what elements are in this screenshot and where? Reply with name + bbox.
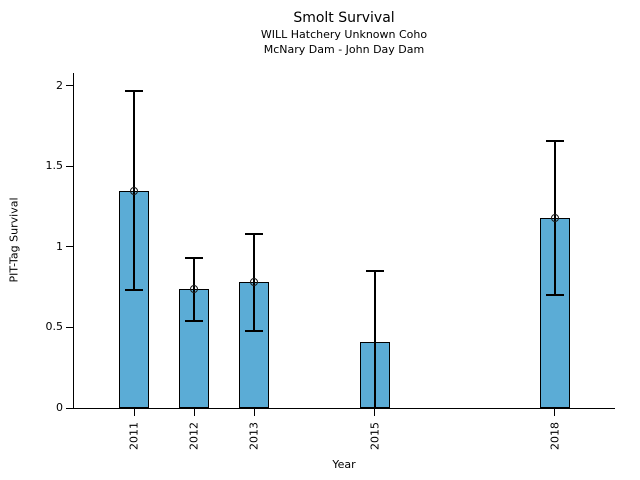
y-axis-label: PIT-Tag Survival bbox=[7, 197, 21, 283]
error-bar-line bbox=[373, 271, 376, 408]
y-tick bbox=[66, 85, 73, 87]
x-tick-label: 2015 bbox=[368, 422, 382, 450]
y-tick-label: 1 bbox=[56, 239, 63, 253]
x-tick-label: 2012 bbox=[187, 422, 201, 450]
x-tick bbox=[554, 409, 556, 416]
x-tick bbox=[374, 409, 376, 416]
error-bar-cap-top bbox=[545, 139, 564, 142]
point-marker bbox=[550, 213, 559, 222]
error-bar-cap-top bbox=[365, 270, 384, 273]
y-tick bbox=[66, 326, 73, 328]
error-bar-cap-top bbox=[125, 89, 144, 92]
point-marker bbox=[250, 278, 259, 287]
x-tick bbox=[253, 409, 255, 416]
error-bar-cap-top bbox=[245, 233, 264, 236]
plot-area: 0 0.5 1 1.5 2 2011 2012 2013 2015 2018 bbox=[46, 73, 615, 450]
chart-subtitle-line2: McNary Dam - John Day Dam bbox=[263, 43, 425, 56]
chart-title: Smolt Survival bbox=[293, 10, 395, 26]
y-tick-label: 0.5 bbox=[45, 320, 64, 334]
x-tick-label: 2011 bbox=[127, 422, 141, 450]
y-tick-label: 1.5 bbox=[45, 159, 64, 173]
chart-subtitle-line1: WILL Hatchery Unknown Coho bbox=[260, 28, 428, 41]
y-tick bbox=[66, 407, 73, 409]
error-bar-cap-bottom bbox=[185, 320, 204, 323]
point-marker bbox=[190, 284, 199, 293]
x-tick-label: 2013 bbox=[247, 422, 261, 450]
x-tick-label: 2018 bbox=[548, 422, 562, 450]
x-axis-label: Year bbox=[332, 458, 356, 471]
y-tick-label: 2 bbox=[56, 78, 63, 92]
y-tick bbox=[66, 165, 73, 167]
error-bar-cap-bottom bbox=[245, 329, 264, 332]
error-bar-cap-top bbox=[185, 257, 204, 260]
x-tick bbox=[193, 409, 195, 416]
x-tick bbox=[133, 409, 135, 416]
y-tick bbox=[66, 246, 73, 248]
y-tick-label: 0 bbox=[56, 401, 63, 414]
error-bar-cap-bottom bbox=[125, 289, 144, 292]
point-marker bbox=[130, 186, 139, 195]
error-bar-cap-bottom bbox=[545, 294, 564, 297]
